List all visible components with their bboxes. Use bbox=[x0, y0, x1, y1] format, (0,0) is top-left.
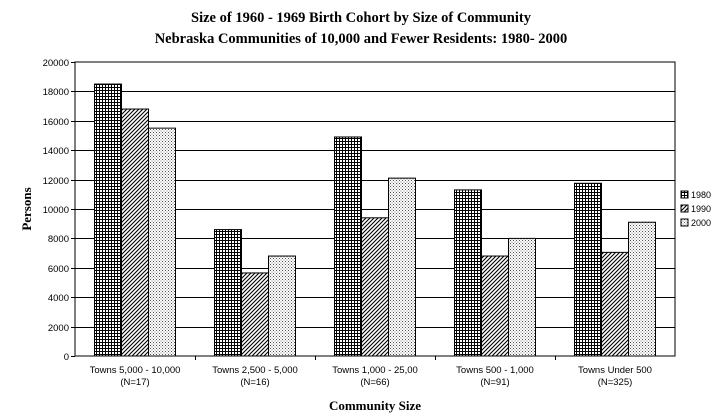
bar-1990 bbox=[241, 272, 269, 357]
bar-2000 bbox=[628, 221, 656, 357]
y-tick-label: 16000 bbox=[43, 117, 69, 128]
bar-1990 bbox=[361, 217, 389, 357]
chart-subtitle: Nebraska Communities of 10,000 and Fewer… bbox=[155, 31, 568, 47]
legend-label-1980: 1980 bbox=[691, 190, 711, 200]
y-tick-label: 20000 bbox=[43, 58, 69, 69]
x-tick-label: (N=17) bbox=[120, 377, 149, 388]
bar-2000 bbox=[268, 255, 296, 357]
x-tick-label: Towns 5,000 - 10,000 bbox=[90, 365, 181, 376]
bar-1980 bbox=[454, 189, 482, 357]
bars bbox=[94, 83, 656, 357]
bar-1990 bbox=[601, 251, 629, 357]
y-tick-label: 10000 bbox=[43, 205, 69, 216]
x-tick-label: Towns 500 - 1,000 bbox=[456, 365, 534, 376]
y-axis-ticks: 0 2000 4000 6000 8000 10000 12000 14000 16000 180… bbox=[43, 58, 75, 363]
legend-label-2000: 2000 bbox=[691, 218, 711, 228]
bar-1990 bbox=[121, 108, 149, 357]
x-tick-label: Towns Under 500 bbox=[578, 365, 652, 376]
y-tick-label: 18000 bbox=[43, 87, 69, 98]
bar-1980 bbox=[574, 182, 602, 357]
x-tick-label: Towns 2,500 - 5,000 bbox=[212, 365, 298, 376]
y-tick-label: 4000 bbox=[48, 293, 69, 304]
x-tick-label: (N=66) bbox=[360, 377, 389, 388]
bar-2000 bbox=[148, 127, 176, 357]
bar-2000 bbox=[508, 237, 536, 357]
x-tick-label: (N=325) bbox=[598, 377, 633, 388]
bar-2000 bbox=[388, 177, 416, 357]
chart-title: Size of 1960 - 1969 Birth Cohort by Size… bbox=[191, 10, 532, 26]
x-tick-label: (N=91) bbox=[480, 377, 509, 388]
legend-label-1990: 1990 bbox=[691, 204, 711, 214]
bar-1980 bbox=[334, 136, 362, 357]
x-axis-ticks: Towns 5,000 - 10,000(N=17) Towns 2,500 - … bbox=[90, 356, 652, 388]
bar-1980 bbox=[214, 229, 242, 357]
y-tick-label: 8000 bbox=[48, 234, 69, 245]
legend: 1980 1990 2000 bbox=[680, 190, 711, 228]
legend-swatch-1980 bbox=[680, 190, 689, 199]
y-tick-label: 14000 bbox=[43, 146, 69, 157]
legend-swatch-1990 bbox=[680, 204, 689, 213]
y-tick-label: 6000 bbox=[48, 264, 69, 275]
bar-1980 bbox=[94, 83, 122, 357]
y-tick-label: 0 bbox=[64, 352, 69, 363]
y-tick-label: 2000 bbox=[48, 323, 69, 334]
legend-swatch-2000 bbox=[680, 218, 689, 227]
bar-1990 bbox=[481, 255, 509, 357]
x-tick-label: (N=16) bbox=[240, 377, 269, 388]
x-axis-title: Community Size bbox=[329, 398, 421, 413]
y-axis-title: Persons bbox=[19, 187, 34, 230]
plot-area-frame bbox=[74, 61, 676, 357]
x-tick-label: Towns 1,000 - 25,00 bbox=[332, 365, 418, 376]
y-tick-label: 12000 bbox=[43, 176, 69, 187]
